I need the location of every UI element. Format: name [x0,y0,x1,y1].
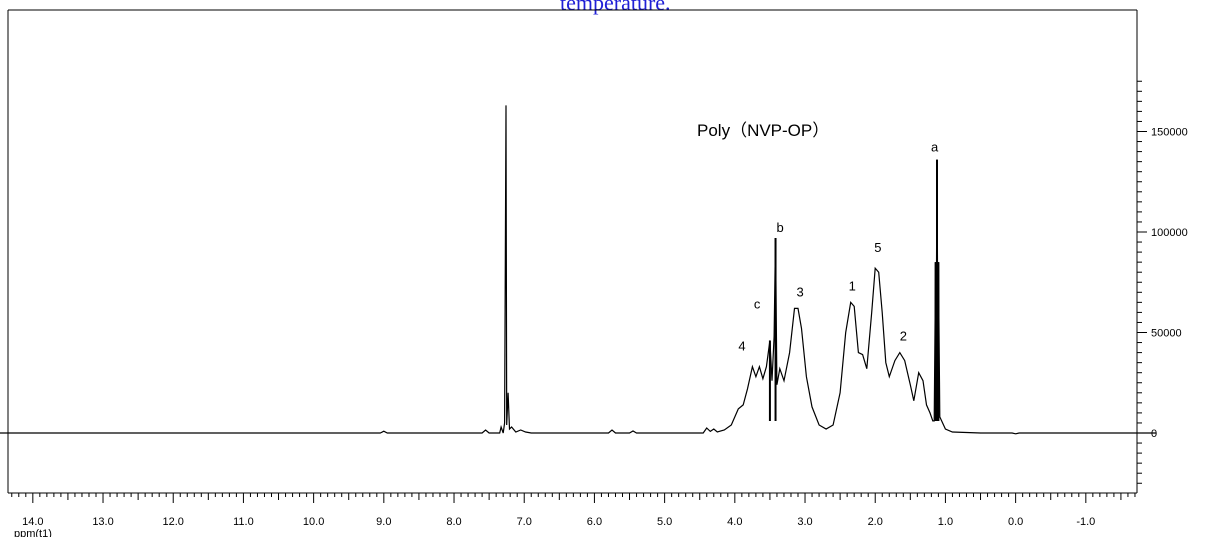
x-tick-label: 12.0 [163,516,184,528]
peak-label-2: 2 [900,329,907,344]
peak-label-b: b [777,220,784,235]
x-tick-label: 6.0 [587,516,602,528]
x-tick-label: 5.0 [657,516,672,528]
x-tick-label: 2.0 [868,516,883,528]
y-axis: 150000 100000 50000 0 [1137,80,1188,484]
peak-label-5: 5 [874,240,881,255]
peak-label-4: 4 [738,339,745,354]
x-tick-label: 1.0 [938,516,953,528]
x-tick-label: 3.0 [797,516,812,528]
chart-title: Poly（NVP-OP） [697,121,829,140]
y-tick-label: 100000 [1151,227,1188,239]
plot-frame [7,9,1138,494]
peak-label-1: 1 [849,278,856,293]
x-tick-label: 0.0 [1008,516,1023,528]
x-tick-label: 10.0 [303,516,324,528]
peak-labels: 4 c b 3 1 5 2 a [738,140,939,354]
y-tick-label: 150000 [1151,127,1188,139]
x-tick-label: 4.0 [727,516,742,528]
x-tick-label: 13.0 [92,516,113,528]
peak-label-a: a [931,140,939,155]
x-tick-label: 14.0 [22,516,43,528]
figure-caption-fragment: temperature. [560,0,671,15]
x-tick-label: 7.0 [517,516,532,528]
y-tick-label: 50000 [1151,328,1182,340]
spectrum-series [0,105,1156,435]
x-tick-label: 9.0 [376,516,391,528]
x-tick-label: 11.0 [233,516,254,528]
peak-label-3: 3 [796,284,803,299]
y-tick-label: 0 [1151,428,1157,440]
x-tick-label: -1.0 [1076,516,1095,528]
x-axis-label: ppm(t1) [14,528,52,537]
x-axis: 16.015.014.013.012.011.010.09.08.07.06.0… [11,493,1136,528]
x-tick-label: 8.0 [446,516,461,528]
spectrum-line [0,105,1156,435]
peak-label-c: c [754,296,761,311]
